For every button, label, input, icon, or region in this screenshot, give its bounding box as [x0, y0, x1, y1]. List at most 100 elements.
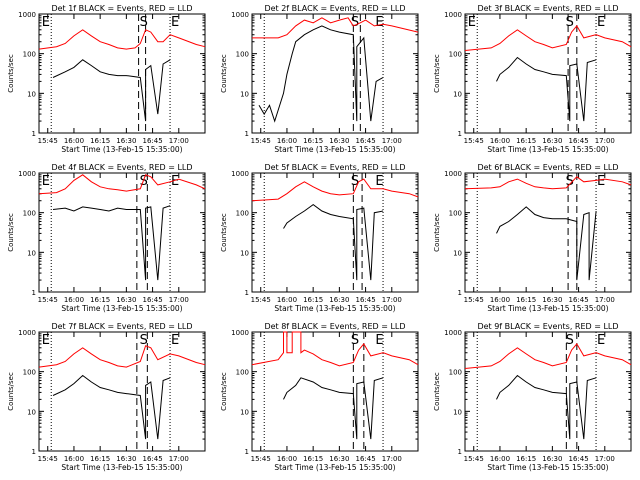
x-tick-label: 16:00: [490, 137, 510, 145]
x-tick-label: 16:30: [116, 137, 136, 145]
x-tick-label: 16:30: [542, 296, 562, 304]
series-events: [283, 203, 384, 281]
x-tick-label: 16:15: [90, 296, 110, 304]
plot-frame: [464, 331, 632, 452]
marker-label: S: [140, 15, 148, 30]
y-tick-label: 1: [32, 289, 36, 297]
x-tick-label: 16:30: [329, 137, 349, 145]
series-events: [283, 377, 384, 440]
x-axis-label: Start Time (13-Feb-15 15:35:00): [274, 304, 395, 313]
series-lld: [38, 174, 206, 195]
x-tick-label: 16:30: [116, 296, 136, 304]
y-tick-label: 100: [236, 210, 249, 218]
y-tick-label: 1: [32, 130, 36, 138]
y-tick-label: 10: [453, 408, 462, 416]
series-lld: [252, 17, 419, 39]
x-tick-label: 17:00: [595, 296, 615, 304]
marker-label: E: [375, 174, 383, 189]
x-tick-label: 16:15: [516, 296, 536, 304]
panel-4: Det 4f BLACK = Events, RED = LLD 1 10 100 10…: [7, 163, 206, 313]
y-tick-label: 10: [240, 90, 249, 98]
panel-9: Det 9f BLACK = Events, RED = LLD 1 10 100 10…: [433, 322, 632, 472]
marker-label: S: [566, 15, 574, 30]
x-tick-label: 17:00: [169, 137, 189, 145]
x-tick-label: 16:45: [355, 296, 375, 304]
panel-title: Det 7f BLACK = Events, RED = LLD: [51, 322, 192, 331]
panel-2: Det 2f BLACK = Events, RED = LLD 1 10 100 10…: [220, 4, 419, 154]
marker-label: E: [597, 174, 605, 189]
x-axis-label: Start Time (13-Feb-15 15:35:00): [274, 145, 395, 154]
panel-8: Det 8f BLACK = Events, RED = LLD 1 10 100 10…: [220, 322, 419, 472]
x-tick-label: 16:30: [116, 455, 136, 463]
y-tick-label: 1000: [231, 170, 249, 178]
marker-label: E: [42, 333, 50, 348]
x-tick-label: 15:45: [464, 455, 484, 463]
x-tick-label: 17:00: [382, 296, 402, 304]
x-axis-label: Start Time (13-Feb-15 15:35:00): [61, 304, 182, 313]
y-axis-label: Counts/sec: [220, 372, 228, 411]
x-tick-label: 16:00: [64, 296, 84, 304]
x-tick-label: 16:15: [516, 137, 536, 145]
x-axis-label: Start Time (13-Feb-15 15:35:00): [487, 145, 608, 154]
marker-label: E: [597, 333, 605, 348]
marker-label: E: [597, 15, 605, 30]
panel-title: Det 1f BLACK = Events, RED = LLD: [51, 4, 192, 13]
plot-frame: [464, 172, 632, 293]
y-tick-label: 10: [240, 408, 249, 416]
plot-frame: [38, 331, 206, 452]
y-tick-label: 100: [23, 369, 36, 377]
panel-title: Det 4f BLACK = Events, RED = LLD: [51, 163, 192, 172]
x-tick-label: 16:00: [277, 137, 297, 145]
series-events: [496, 374, 597, 440]
series-lld: [464, 343, 632, 369]
x-tick-label: 17:00: [169, 455, 189, 463]
y-tick-label: 1: [32, 448, 36, 456]
x-tick-label: 16:45: [142, 455, 162, 463]
y-tick-label: 1000: [444, 11, 462, 19]
x-tick-label: 16:45: [568, 137, 588, 145]
x-tick-label: 16:45: [568, 296, 588, 304]
x-axis-label: Start Time (13-Feb-15 15:35:00): [61, 463, 182, 472]
x-tick-label: 17:00: [382, 455, 402, 463]
panel-7: Det 7f BLACK = Events, RED = LLD 1 10 100 10…: [7, 322, 206, 472]
x-tick-label: 17:00: [595, 455, 615, 463]
x-tick-label: 16:15: [90, 137, 110, 145]
x-tick-label: 16:00: [490, 455, 510, 463]
x-tick-label: 15:45: [251, 296, 271, 304]
y-axis-label: Counts/sec: [433, 54, 441, 93]
x-tick-label: 16:00: [64, 137, 84, 145]
panel-title: Det 6f BLACK = Events, RED = LLD: [477, 163, 618, 172]
series-lld: [38, 29, 206, 50]
y-tick-label: 1000: [18, 170, 36, 178]
panel-title: Det 3f BLACK = Events, RED = LLD: [477, 4, 618, 13]
y-tick-label: 1: [458, 448, 462, 456]
panel-5: Det 5f BLACK = Events, RED = LLD 1 10 100 10…: [220, 163, 419, 313]
plot-frame: [464, 13, 632, 134]
panel-title: Det 2f BLACK = Events, RED = LLD: [264, 4, 405, 13]
marker-label: S: [351, 15, 359, 30]
marker-label: E: [42, 174, 50, 189]
y-tick-label: 100: [236, 369, 249, 377]
y-tick-label: 1: [245, 448, 249, 456]
y-tick-label: 1000: [18, 329, 36, 337]
marker-label: S: [566, 333, 574, 348]
x-tick-label: 16:00: [277, 296, 297, 304]
y-tick-label: 10: [27, 90, 36, 98]
series-lld: [464, 25, 632, 51]
plot-frame: [251, 172, 419, 293]
x-tick-label: 16:15: [303, 296, 323, 304]
panel-3: Det 3f BLACK = Events, RED = LLD 1 10 100 10…: [433, 4, 632, 154]
y-tick-label: 100: [449, 210, 462, 218]
x-tick-label: 16:30: [542, 137, 562, 145]
x-tick-label: 15:45: [38, 296, 58, 304]
plot-frame: [251, 13, 419, 134]
y-tick-label: 100: [236, 51, 249, 59]
y-axis-label: Counts/sec: [433, 213, 441, 252]
x-tick-label: 16:00: [64, 455, 84, 463]
x-tick-label: 16:00: [490, 296, 510, 304]
y-axis-label: Counts/sec: [7, 54, 15, 93]
x-axis-label: Start Time (13-Feb-15 15:35:00): [274, 463, 395, 472]
x-tick-label: 16:45: [355, 137, 375, 145]
series-events: [496, 56, 597, 122]
x-tick-label: 17:00: [169, 296, 189, 304]
